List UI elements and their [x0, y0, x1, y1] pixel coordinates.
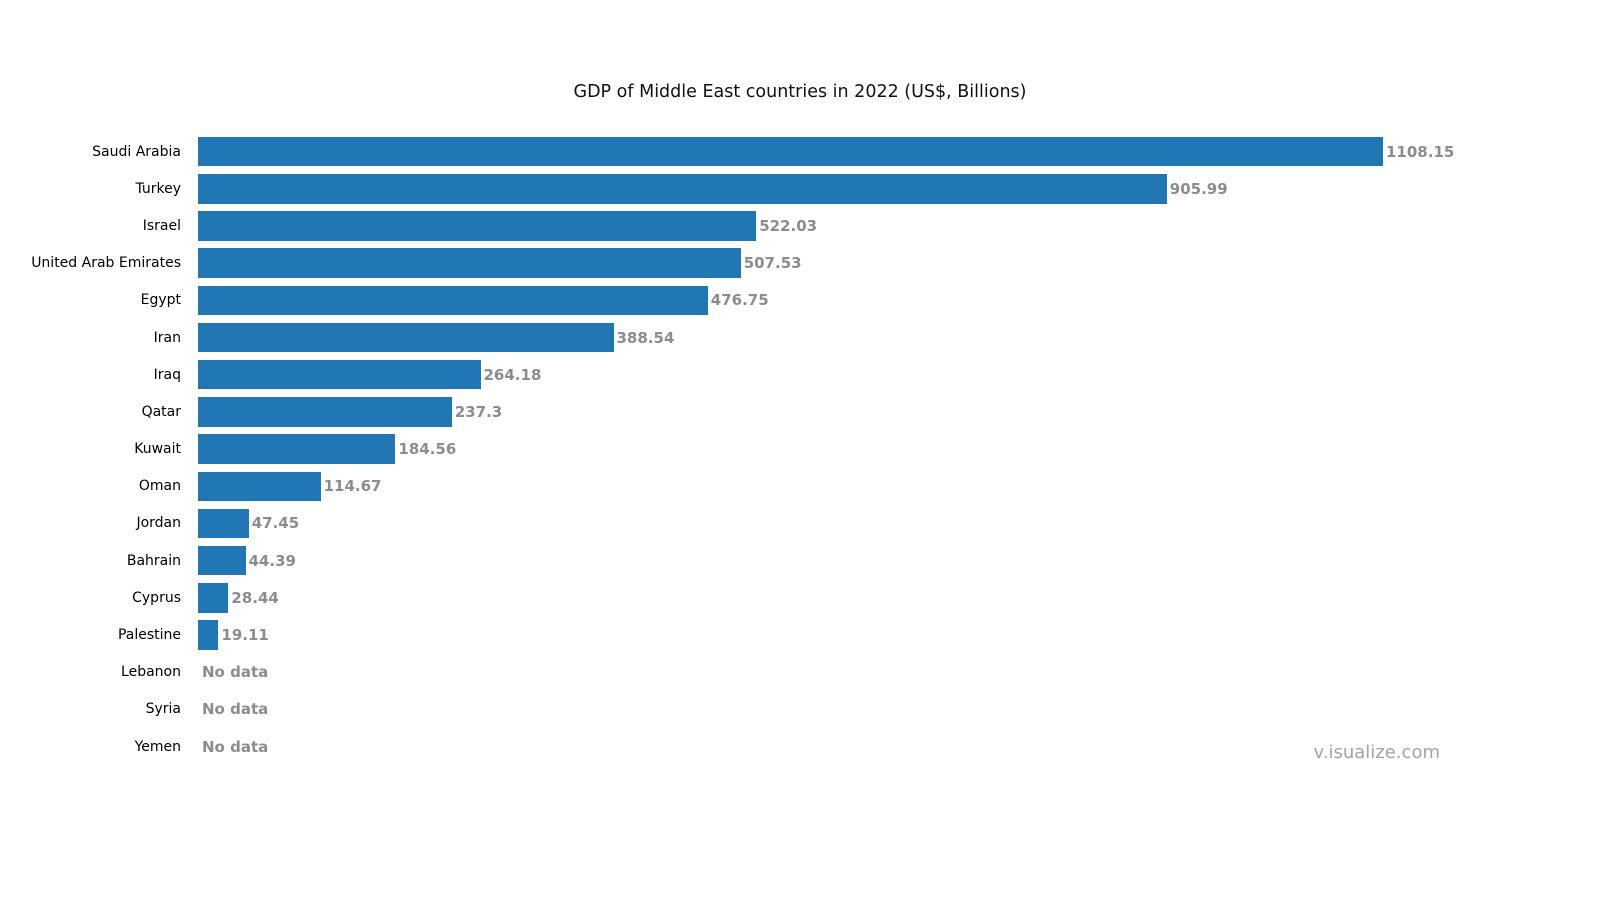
- bar-zone: 507.53: [198, 245, 802, 282]
- bar: [198, 583, 229, 613]
- value-label: 237.3: [454, 402, 503, 421]
- chart-rows: Saudi Arabia 1108.15 Turkey 905.99 Israe…: [0, 133, 1600, 765]
- bar-zone: 522.03: [198, 207, 817, 244]
- chart-row: Turkey 905.99: [0, 170, 1600, 207]
- chart-row: Bahrain 44.39: [0, 542, 1600, 579]
- category-label: Qatar: [141, 403, 181, 420]
- category-label: Jordan: [136, 515, 181, 532]
- bar: [198, 174, 1167, 204]
- chart-row: Syria No data: [0, 691, 1600, 728]
- chart-title: GDP of Middle East countries in 2022 (US…: [573, 82, 1027, 102]
- chart-row: Israel 522.03: [0, 207, 1600, 244]
- bar: [198, 285, 708, 316]
- value-label: 184.56: [398, 440, 457, 459]
- category-label: Cyprus: [132, 589, 181, 606]
- category-label: Syria: [145, 701, 181, 718]
- category-label: Kuwait: [134, 441, 181, 458]
- bar: [198, 211, 757, 241]
- chart-row: Saudi Arabia 1108.15: [0, 133, 1600, 170]
- category-label: Yemen: [134, 738, 181, 755]
- category-label: Israel: [142, 217, 181, 234]
- category-label: Egypt: [140, 292, 181, 309]
- bar-zone: 1108.15: [198, 133, 1454, 170]
- category-label: Palestine: [117, 627, 181, 644]
- category-label: United Arab Emirates: [31, 255, 181, 272]
- bar-zone: 44.39: [198, 542, 296, 579]
- bar-zone: 264.18: [198, 356, 541, 393]
- value-label: 522.03: [759, 216, 818, 235]
- bar: [198, 508, 249, 539]
- value-label: No data: [202, 700, 269, 719]
- chart-row: Jordan 47.45: [0, 505, 1600, 542]
- bar: [198, 397, 452, 427]
- value-label: 28.44: [231, 588, 279, 607]
- bar-zone: No data: [198, 691, 268, 728]
- category-label: Lebanon: [121, 664, 181, 681]
- value-label: 264.18: [483, 365, 542, 384]
- watermark: v.isualize.com: [1313, 742, 1440, 763]
- value-label: No data: [202, 663, 269, 682]
- value-label: 114.67: [323, 477, 382, 496]
- chart-row: Yemen No data: [0, 728, 1600, 765]
- bar-zone: No data: [198, 728, 268, 765]
- value-label: 44.39: [248, 551, 296, 570]
- category-label: Iraq: [153, 366, 181, 383]
- value-label: 19.11: [221, 626, 269, 645]
- chart-row: Iran 388.54: [0, 319, 1600, 356]
- bar-zone: 19.11: [198, 616, 269, 653]
- chart-row: Kuwait 184.56: [0, 431, 1600, 468]
- chart-row: Iraq 264.18: [0, 356, 1600, 393]
- value-label: 47.45: [251, 514, 300, 533]
- category-label: Oman: [138, 478, 181, 495]
- bar-zone: 47.45: [198, 505, 299, 542]
- bar-zone: No data: [198, 654, 268, 691]
- chart-row: Oman 114.67: [0, 468, 1600, 505]
- chart-row: Qatar 237.3: [0, 393, 1600, 430]
- bar-zone: 237.3: [198, 393, 502, 430]
- category-label: Iran: [153, 329, 181, 346]
- value-label: 1108.15: [1386, 142, 1455, 161]
- bar-zone: 184.56: [198, 431, 456, 468]
- bar-zone: 476.75: [198, 282, 769, 319]
- bar: [198, 620, 219, 650]
- chart-row: Cyprus 28.44: [0, 579, 1600, 616]
- value-label: 905.99: [1169, 179, 1228, 198]
- bar-zone: 388.54: [198, 319, 674, 356]
- value-label: 507.53: [743, 254, 802, 273]
- bar: [198, 322, 614, 353]
- bar-zone: 905.99: [198, 170, 1228, 207]
- chart-row: Lebanon No data: [0, 654, 1600, 691]
- bar-zone: 114.67: [198, 468, 381, 505]
- category-label: Saudi Arabia: [92, 143, 181, 160]
- bar: [198, 545, 246, 576]
- category-label: Turkey: [135, 180, 181, 197]
- value-label: No data: [202, 737, 269, 756]
- chart-row: United Arab Emirates 507.53: [0, 245, 1600, 282]
- chart-row: Palestine 19.11: [0, 616, 1600, 653]
- bar: [198, 136, 1383, 167]
- chart-row: Egypt 476.75: [0, 282, 1600, 319]
- bar: [198, 248, 741, 278]
- bar: [198, 434, 396, 464]
- bar: [198, 359, 481, 390]
- bar-zone: 28.44: [198, 579, 279, 616]
- category-label: Bahrain: [126, 552, 181, 569]
- bar: [198, 471, 321, 502]
- value-label: 476.75: [710, 291, 769, 310]
- value-label: 388.54: [616, 328, 675, 347]
